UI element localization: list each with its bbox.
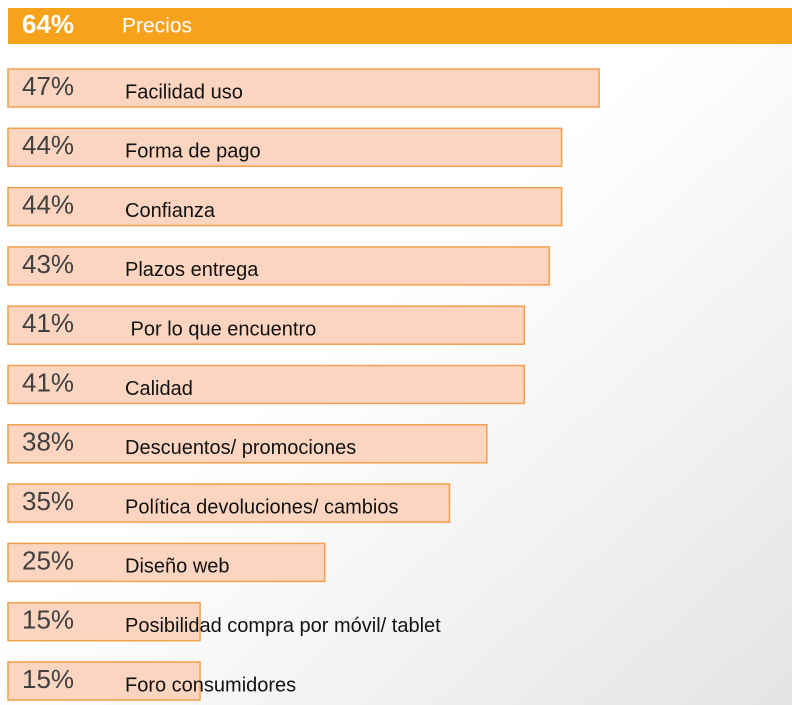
bar <box>7 483 451 523</box>
category-label: Confianza <box>125 200 216 222</box>
bar <box>7 305 526 345</box>
value-label: 43% <box>22 249 74 279</box>
category-label: Posibilidad compra por móvil/ tablet <box>125 615 441 637</box>
category-label: Diseño web <box>125 556 230 578</box>
category-label: Calidad <box>125 378 193 400</box>
value-label: 15% <box>22 605 74 635</box>
category-label: Precios <box>122 15 192 38</box>
value-label: 44% <box>22 130 74 160</box>
bar <box>7 186 563 227</box>
category-label: Facilidad uso <box>125 81 243 103</box>
value-label: 38% <box>22 427 74 457</box>
category-label: Forma de pago <box>125 141 261 163</box>
value-label: 64% <box>22 9 74 39</box>
value-label: 41% <box>22 308 74 338</box>
category-label: Política devoluciones/ cambios <box>125 496 398 518</box>
value-label: 35% <box>22 486 74 516</box>
value-label: 15% <box>22 664 74 694</box>
bar <box>7 364 526 405</box>
bar <box>7 601 201 642</box>
category-label: Por lo que encuentro <box>125 318 316 340</box>
bar <box>7 424 488 464</box>
value-label: 41% <box>22 367 74 397</box>
value-label: 47% <box>22 71 74 101</box>
bar <box>7 246 550 286</box>
value-label: 44% <box>22 189 74 219</box>
category-label: Descuentos/ promociones <box>125 437 356 459</box>
value-label: 25% <box>22 545 74 575</box>
bar <box>7 127 563 168</box>
bar <box>7 542 326 583</box>
bars <box>7 8 792 701</box>
bar <box>7 661 201 701</box>
bar <box>8 8 792 44</box>
category-label: Foro consumidores <box>125 674 296 696</box>
category-label: Plazos entrega <box>125 259 259 281</box>
bar <box>7 68 600 108</box>
